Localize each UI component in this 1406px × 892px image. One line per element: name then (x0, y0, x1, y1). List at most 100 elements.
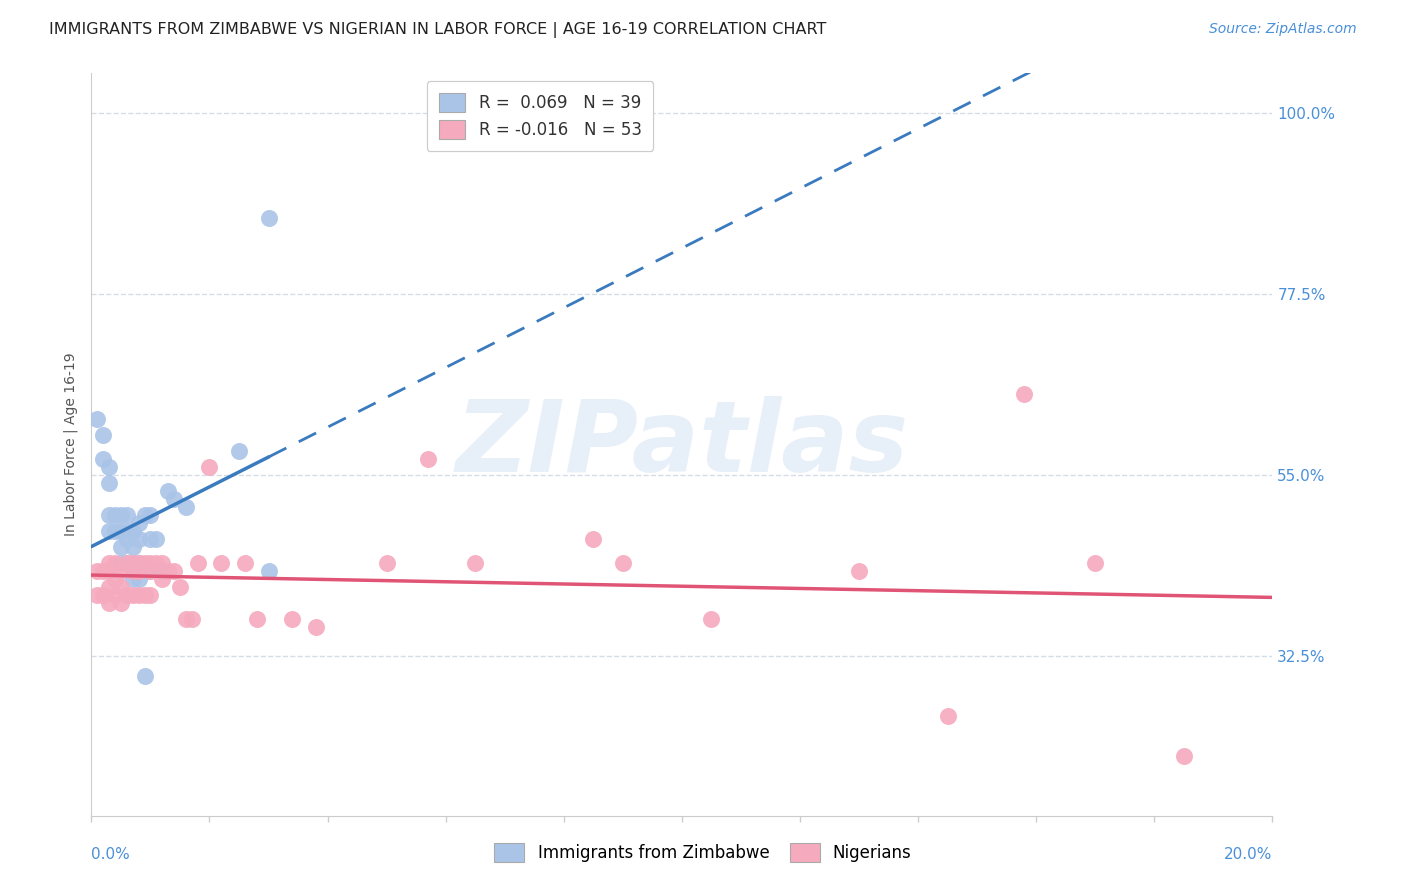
Point (464, 556, 486, 570)
Point (139, 532, 162, 546)
Point (281, 612, 304, 626)
Point (110, 540, 132, 554)
Point (246, 612, 269, 626)
Point (98, 508, 121, 522)
Point (121, 524, 143, 538)
Point (110, 508, 132, 522)
Point (174, 500, 197, 514)
Point (139, 556, 162, 570)
Text: 20.0%: 20.0% (1225, 847, 1272, 862)
Point (257, 211, 280, 225)
Point (110, 524, 132, 538)
Text: Source: ZipAtlas.com: Source: ZipAtlas.com (1209, 22, 1357, 37)
Text: ZIPatlas: ZIPatlas (456, 396, 908, 493)
Legend: Immigrants from Zimbabwe, Nigerians: Immigrants from Zimbabwe, Nigerians (486, 834, 920, 871)
Point (128, 516, 150, 530)
Point (115, 556, 138, 570)
Point (582, 532, 605, 546)
Point (305, 620, 328, 634)
Point (187, 556, 209, 570)
Point (150, 564, 173, 578)
Point (198, 459, 221, 474)
Point (86, 411, 108, 425)
Point (169, 580, 191, 594)
Point (115, 532, 138, 546)
Point (121, 556, 143, 570)
Point (128, 564, 150, 578)
Point (110, 564, 132, 578)
Text: IMMIGRANTS FROM ZIMBABWE VS NIGERIAN IN LABOR FORCE | AGE 16-19 CORRELATION CHAR: IMMIGRANTS FROM ZIMBABWE VS NIGERIAN IN … (49, 22, 827, 38)
Point (121, 588, 143, 602)
Point (180, 612, 202, 626)
Point (700, 612, 723, 626)
Point (1014, 387, 1036, 401)
Point (139, 564, 162, 578)
Point (104, 556, 127, 570)
Point (612, 556, 634, 570)
Point (104, 588, 127, 602)
Point (115, 508, 138, 522)
Point (1084, 556, 1107, 570)
Point (86, 564, 108, 578)
Legend: R =  0.069   N = 39, R = -0.016   N = 53: R = 0.069 N = 39, R = -0.016 N = 53 (427, 81, 654, 151)
Point (98, 580, 121, 594)
Point (91, 564, 114, 578)
Point (91, 451, 114, 466)
Point (416, 451, 439, 466)
Point (233, 556, 256, 570)
Point (163, 491, 186, 506)
Point (128, 532, 150, 546)
Point (91, 588, 114, 602)
Point (150, 572, 173, 586)
Point (163, 564, 186, 578)
Point (228, 443, 250, 458)
Point (150, 556, 173, 570)
Point (1173, 748, 1195, 763)
Point (139, 564, 162, 578)
Point (110, 580, 132, 594)
Point (91, 427, 114, 442)
Point (375, 556, 398, 570)
Point (174, 612, 197, 626)
Point (848, 564, 870, 578)
Point (121, 564, 143, 578)
Point (134, 508, 156, 522)
Point (121, 564, 143, 578)
Point (936, 708, 959, 723)
Point (98, 524, 121, 538)
Point (134, 588, 156, 602)
Point (121, 556, 143, 570)
Point (128, 556, 150, 570)
Point (157, 483, 180, 498)
Point (209, 556, 232, 570)
Point (134, 556, 156, 570)
Point (98, 475, 121, 490)
Point (139, 508, 162, 522)
Point (128, 588, 150, 602)
Point (121, 540, 143, 554)
Point (128, 556, 150, 570)
Point (98, 556, 121, 570)
Point (104, 508, 127, 522)
Point (145, 532, 167, 546)
Point (110, 596, 132, 610)
Point (104, 524, 127, 538)
Text: 0.0%: 0.0% (91, 847, 131, 862)
Point (115, 588, 138, 602)
Point (110, 556, 132, 570)
Point (128, 572, 150, 586)
Point (86, 588, 108, 602)
Point (157, 564, 180, 578)
Point (98, 459, 121, 474)
Point (98, 564, 121, 578)
Point (145, 556, 167, 570)
Point (115, 556, 138, 570)
Point (139, 588, 162, 602)
Point (134, 668, 156, 682)
Y-axis label: In Labor Force | Age 16-19: In Labor Force | Age 16-19 (63, 353, 77, 536)
Point (104, 572, 127, 586)
Point (98, 596, 121, 610)
Point (257, 564, 280, 578)
Point (115, 524, 138, 538)
Point (121, 572, 143, 586)
